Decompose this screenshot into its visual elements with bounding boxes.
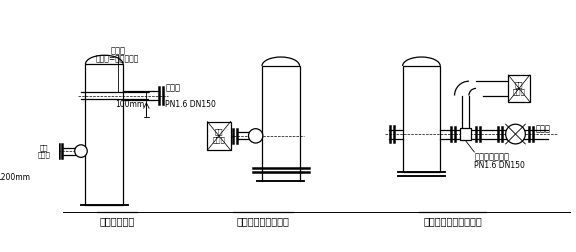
Text: 100mm: 100mm	[115, 100, 145, 109]
Circle shape	[75, 145, 87, 157]
Text: 调节阀: 调节阀	[536, 124, 551, 133]
Bar	[207, 121, 230, 150]
Text: 1200mm: 1200mm	[0, 173, 30, 182]
Circle shape	[506, 124, 525, 144]
Bar	[403, 66, 440, 172]
Bar	[262, 66, 300, 172]
Text: 人孔盖上的安装方式: 人孔盖上的安装方式	[236, 216, 289, 227]
Text: 回油管线上的安装方式: 回油管线上的安装方式	[423, 216, 482, 227]
Bar	[85, 64, 123, 205]
Text: 采样
控制框: 采样 控制框	[213, 129, 225, 143]
Text: （厚度=筒体壁厚）: （厚度=筒体壁厚）	[96, 54, 139, 63]
Text: 常用安装方式: 常用安装方式	[99, 216, 134, 227]
Circle shape	[248, 129, 263, 143]
Bar	[508, 75, 530, 102]
Bar	[460, 128, 471, 140]
Text: PN1.6 DN150: PN1.6 DN150	[474, 161, 525, 170]
Text: 采样
控制框: 采样 控制框	[38, 144, 51, 158]
Text: 补强圈: 补强圈	[110, 46, 125, 55]
Text: PN1.6 DN150: PN1.6 DN150	[165, 100, 216, 109]
Text: 三通（管法兰）: 三通（管法兰）	[474, 152, 509, 161]
Bar	[33, 137, 56, 165]
Text: 管法兰: 管法兰	[165, 83, 180, 92]
Text: 采样
控制框: 采样 控制框	[513, 81, 525, 96]
